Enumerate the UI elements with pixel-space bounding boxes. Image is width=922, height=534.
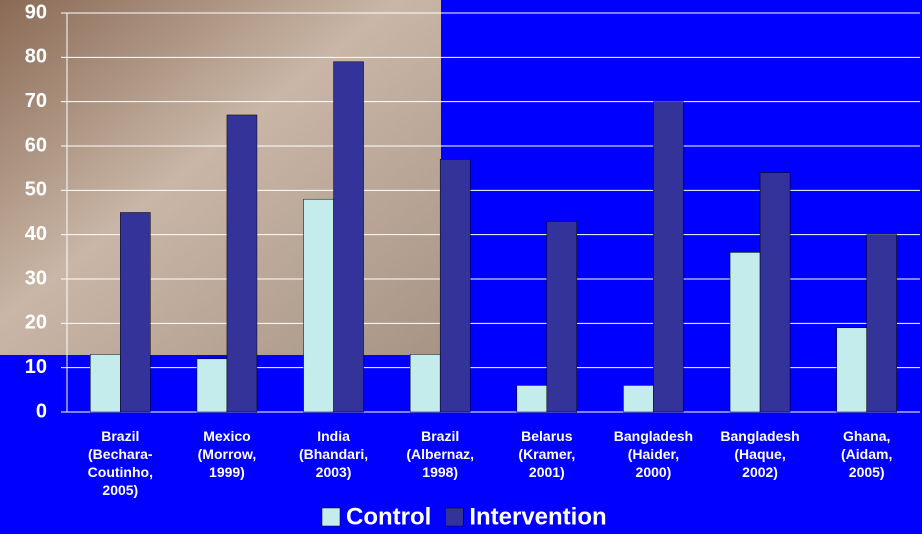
bar [653,102,683,412]
x-tick-line: 1998) [422,464,458,480]
x-tick-line: Bangladesh [720,428,799,444]
legend-label: Intervention [469,503,606,530]
x-tick-line: Coutinho, [88,464,153,480]
legend-swatch [445,508,463,526]
x-tick-line: (Kramer, [518,446,575,462]
photo [0,0,441,355]
bar [334,62,364,412]
bar [623,385,653,412]
legend-label: Control [346,503,431,530]
x-tick-line: 1999) [209,464,245,480]
y-tick-label: 80 [25,46,47,68]
x-tick-line: Brazil [421,428,459,444]
bar [410,354,440,412]
y-tick-label: 20 [25,312,47,334]
bar [517,385,547,412]
bar [837,328,867,412]
bar [120,213,150,413]
x-tick-line: Ghana, [843,428,890,444]
bar [760,173,790,412]
x-tick-line: Mexico [203,428,250,444]
y-tick-label: 50 [25,179,47,201]
x-tick-line: (Bhandari, [299,446,368,462]
y-tick-label: 0 [36,400,47,422]
x-tick-line: (Albernaz, [406,446,474,462]
y-tick-label: 40 [25,223,47,245]
bar [90,354,120,412]
x-tick-line: 2002) [742,464,778,480]
x-tick-line: 2005) [102,482,138,498]
bar [547,221,577,412]
x-tick-line: 2005) [849,464,885,480]
bar [867,235,897,412]
x-tick-line: 2000) [636,464,672,480]
y-tick-label: 90 [25,1,47,23]
x-tick-line: (Morrow, [198,446,257,462]
x-tick-line: Belarus [521,428,573,444]
chart: 0 10 20 30 40 50 60 70 80 90 Brazil (Bechara- Coutin… [0,0,922,534]
x-tick-line: 2001) [529,464,565,480]
y-tick-label: 70 [25,90,47,112]
bar [730,252,760,412]
legend-swatch [322,508,340,526]
x-tick-line: India [317,428,350,444]
bar [197,359,227,412]
x-tick-line: 2003) [316,464,352,480]
x-tick-line: (Aidam, [841,446,892,462]
x-tick-line: Brazil [101,428,139,444]
y-tick-label: 60 [25,134,47,156]
x-tick-line: Bangladesh [614,428,693,444]
y-tick-label: 30 [25,267,47,289]
bar [304,199,334,412]
x-tick-line: (Haque, [734,446,785,462]
y-tick-label: 10 [25,356,47,378]
x-tick-line: (Haider, [628,446,679,462]
x-tick-line: (Bechara- [88,446,153,462]
bar [440,159,470,412]
bar [227,115,257,412]
